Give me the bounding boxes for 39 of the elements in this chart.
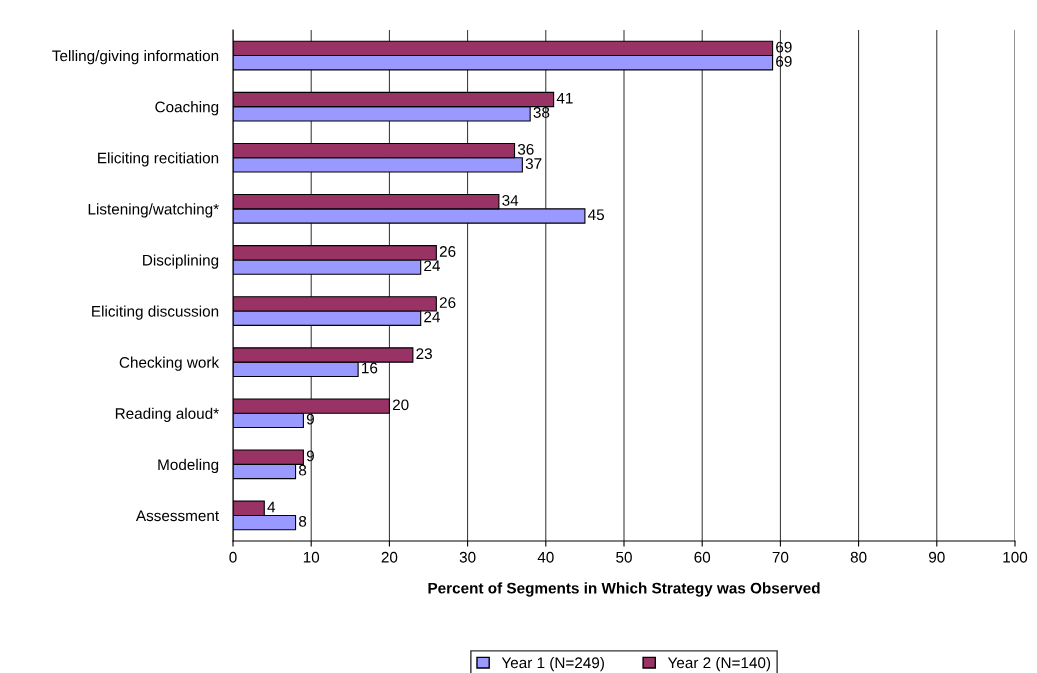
data-label: 16 xyxy=(362,362,378,374)
y-tick-label: Disciplining xyxy=(143,254,219,269)
x-tick-label: 60 xyxy=(694,551,711,563)
data-label: 8 xyxy=(299,464,307,476)
data-label: 20 xyxy=(392,399,409,411)
y-tick-label: Eliciting recitiation xyxy=(98,152,219,167)
x-tick-label: 100 xyxy=(1003,551,1028,563)
legend-label: Year 1 (N=249) xyxy=(501,656,604,672)
x-tick-label: 80 xyxy=(850,551,867,563)
data-label: 41 xyxy=(556,92,573,104)
data-label: 24 xyxy=(424,260,440,272)
data-label: 8 xyxy=(299,515,307,527)
x-tick-label: 10 xyxy=(303,551,320,563)
data-label: 45 xyxy=(588,209,605,221)
y-tick-label: Eliciting discussion xyxy=(92,305,219,320)
x-axis-title: Percent of Segments in Which Strategy was Observed xyxy=(428,582,820,597)
data-label: 34 xyxy=(502,194,519,206)
x-tick-label: 40 xyxy=(537,551,554,563)
x-tick-label: 20 xyxy=(381,551,398,563)
data-label: 4 xyxy=(267,501,276,513)
x-tick-label: 90 xyxy=(929,551,945,563)
y-tick-label: Checking work xyxy=(119,356,220,371)
x-tick-label: 70 xyxy=(772,551,789,563)
data-label: 36 xyxy=(517,143,534,155)
y-tick-label: Listening/watching* xyxy=(88,203,219,218)
x-tick-label: 0 xyxy=(229,551,237,563)
y-tick-label: Modeling xyxy=(158,458,219,474)
y-tick-label: Coaching xyxy=(155,101,219,116)
data-label: 24 xyxy=(424,311,440,323)
data-label: 37 xyxy=(525,158,542,170)
y-tick-label: Telling/giving information xyxy=(52,50,219,65)
legend-label: Year 2 (N=140) xyxy=(667,656,771,672)
data-label: 26 xyxy=(439,297,456,308)
data-label: 23 xyxy=(416,348,432,360)
y-tick-label: Assessment xyxy=(135,510,219,522)
x-tick-label: 50 xyxy=(616,551,632,563)
data-label: 26 xyxy=(439,246,456,257)
x-tick-label: 30 xyxy=(459,551,476,563)
y-tick-label: Reading aloud* xyxy=(115,407,219,422)
